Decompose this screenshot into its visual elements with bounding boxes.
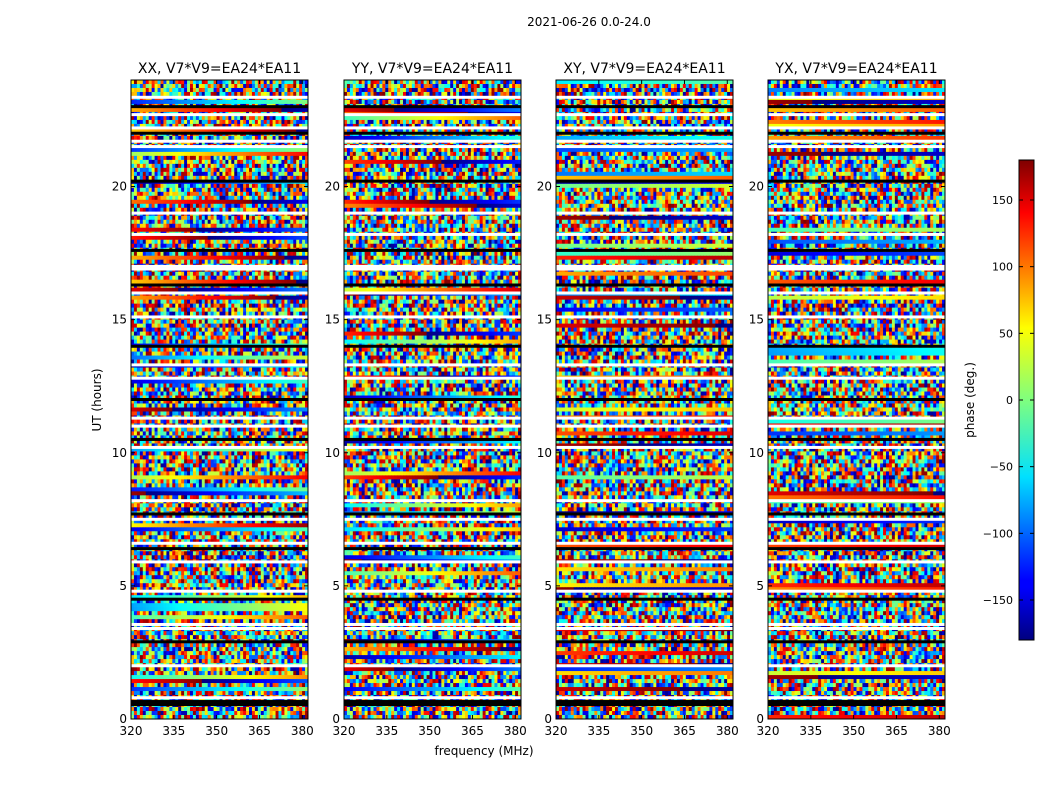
x-tick-label: 335 [375, 724, 398, 738]
panel-4: YX, V7*V9=EA24*EA11 320 335 350 365 380 0 5 10 15… [749, 61, 951, 738]
x-tick-label: 335 [587, 724, 610, 738]
y-tick-label: 5 [119, 579, 127, 593]
x-tick-label: 320 [757, 724, 780, 738]
panel-3: XY, V7*V9=EA24*EA11 320 335 350 365 380 0 5 10 15… [537, 61, 739, 738]
colorbar-tick-label: −100 [983, 527, 1013, 540]
panel-1: XX, V7*V9=EA24*EA11 320 335 350 365 380 0 5 10 15… [112, 61, 314, 738]
colorbar: 150 100 50 0 −50 −100 −150 phase (deg.) [963, 160, 1034, 640]
y-tick-label: 5 [756, 579, 764, 593]
y-tick-label: 10 [325, 446, 340, 460]
y-tick-label: 20 [325, 180, 340, 194]
y-tick-label: 10 [749, 446, 764, 460]
x-tick-label: 350 [842, 724, 865, 738]
colorbar-tick-label: −150 [983, 594, 1013, 607]
colorbar-tick-label: 100 [992, 261, 1013, 274]
y-tick-label: 5 [544, 579, 552, 593]
colorbar-tick-label: −50 [990, 461, 1013, 474]
x-tick-label: 380 [928, 724, 951, 738]
panels-group: XX, V7*V9=EA24*EA11 320 335 350 365 380 0 5 10 15… [112, 61, 951, 738]
x-tick-label: 365 [248, 724, 271, 738]
x-tick-label: 365 [673, 724, 696, 738]
y-tick-label: 10 [112, 446, 127, 460]
x-tick-label: 350 [205, 724, 228, 738]
colorbar-tick-label: 50 [999, 327, 1013, 340]
x-tick-label: 365 [461, 724, 484, 738]
x-tick-label: 350 [630, 724, 653, 738]
y-tick-label: 20 [749, 180, 764, 194]
y-tick-label: 15 [749, 313, 764, 327]
panel-title: XY, V7*V9=EA24*EA11 [563, 61, 725, 77]
panel-title: XX, V7*V9=EA24*EA11 [138, 61, 301, 77]
x-tick-label: 380 [716, 724, 739, 738]
x-axis-label: frequency (MHz) [434, 744, 533, 758]
y-tick-label: 15 [537, 313, 552, 327]
y-axis-label: UT (hours) [90, 368, 104, 431]
figure-suptitle: 2021-06-26 0.0-24.0 [527, 15, 651, 29]
y-tick-label: 0 [332, 712, 340, 726]
y-tick-label: 15 [325, 313, 340, 327]
x-tick-label: 320 [120, 724, 143, 738]
y-tick-label: 15 [112, 313, 127, 327]
x-tick-label: 365 [885, 724, 908, 738]
y-tick-label: 20 [112, 180, 127, 194]
x-tick-label: 350 [418, 724, 441, 738]
x-tick-label: 380 [291, 724, 314, 738]
x-tick-label: 335 [799, 724, 822, 738]
y-tick-label: 5 [332, 579, 340, 593]
colorbar-tick-label: 150 [992, 194, 1013, 207]
panel-title: YX, V7*V9=EA24*EA11 [774, 61, 937, 77]
x-tick-label: 335 [162, 724, 185, 738]
x-tick-label: 380 [504, 724, 527, 738]
x-tick-label: 320 [333, 724, 356, 738]
colorbar-label: phase (deg.) [963, 362, 977, 438]
y-tick-label: 20 [537, 180, 552, 194]
x-tick-label: 320 [545, 724, 568, 738]
panel-title: YY, V7*V9=EA24*EA11 [351, 61, 513, 77]
y-tick-label: 0 [544, 712, 552, 726]
colorbar-tick-label: 0 [1006, 394, 1013, 407]
y-tick-label: 0 [756, 712, 764, 726]
panel-2: YY, V7*V9=EA24*EA11 320 335 350 365 380 0 5 10 15… [325, 61, 527, 738]
y-tick-label: 0 [119, 712, 127, 726]
y-tick-label: 10 [537, 446, 552, 460]
